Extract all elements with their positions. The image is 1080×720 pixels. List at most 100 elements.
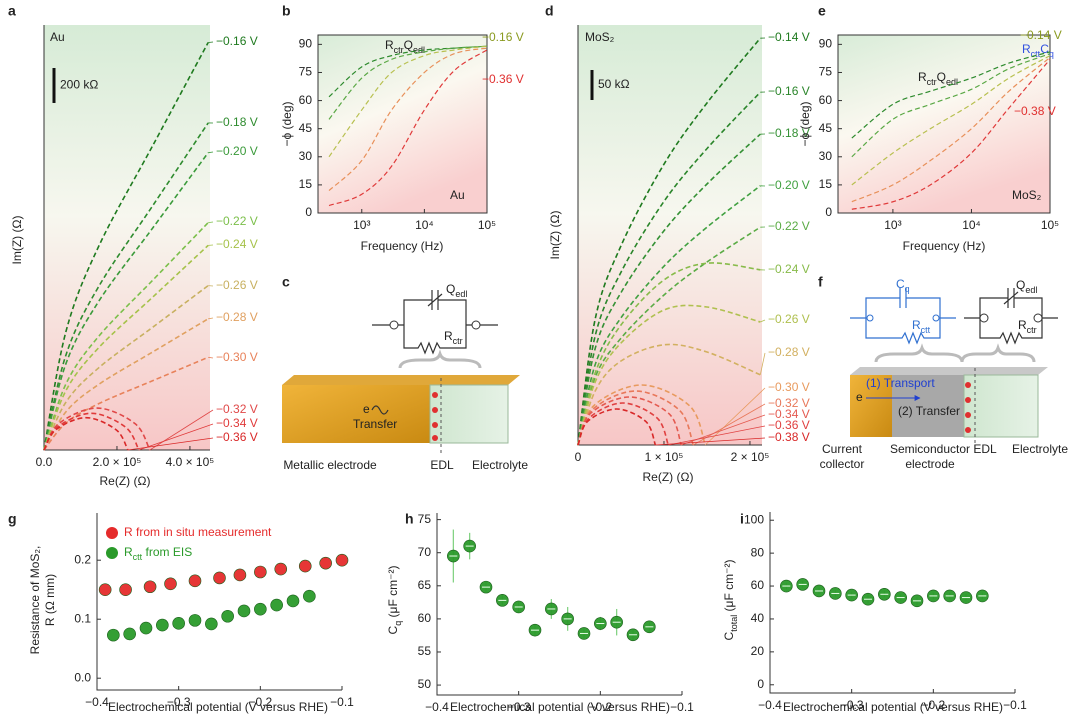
region-label: Current — [822, 442, 863, 456]
series-label: −0.18 V — [216, 115, 258, 129]
series-label: −0.38 V — [768, 430, 810, 444]
x-axis-label: Frequency (Hz) — [361, 239, 444, 253]
point — [98, 583, 112, 597]
fit-curve — [328, 45, 488, 120]
series-label: −0.30 V — [768, 380, 810, 394]
capacitor-label: Qedl — [1016, 278, 1037, 295]
x-tick-label: 2 × 10⁵ — [731, 450, 770, 464]
y-tick-label: 80 — [751, 545, 765, 559]
region-label: electrode — [905, 457, 955, 471]
fit-curve — [851, 58, 1051, 210]
y-tick-label: 60 — [418, 611, 432, 625]
y-tick-label: 75 — [299, 65, 313, 79]
series-label: −0.34 V — [216, 416, 258, 430]
y-tick-label: 75 — [418, 512, 432, 526]
series-label: −0.30 V — [216, 350, 258, 364]
series-label: −0.26 V — [768, 312, 810, 326]
point — [156, 618, 169, 632]
y-tick-label: 60 — [751, 578, 765, 592]
point — [303, 589, 316, 603]
text-part: Q — [446, 282, 455, 296]
semiconductor — [892, 375, 964, 437]
x-tick-label: 2.0 × 10⁵ — [93, 455, 142, 469]
x-tick-label: 10⁵ — [1041, 218, 1059, 232]
text-part: ctt — [1031, 49, 1041, 59]
y-tick-label: 70 — [418, 545, 432, 559]
fit-curve — [328, 45, 488, 98]
text-part: R — [912, 318, 921, 332]
electron-label: e — [363, 402, 370, 416]
region-label: Electrolyte — [472, 458, 528, 472]
terminal — [932, 314, 940, 322]
point — [123, 627, 136, 641]
y-tick-label: 45 — [819, 121, 833, 135]
y-axis-label: Im(Z) (Ω) — [10, 216, 24, 265]
y-tick-label: 15 — [819, 177, 833, 191]
x-axis-label: Re(Z) (Ω) — [643, 470, 694, 484]
fit-curve — [577, 396, 682, 446]
panel-label: f — [818, 274, 823, 290]
x-axis-label: Frequency (Hz) — [903, 239, 986, 253]
point — [213, 571, 226, 585]
leader-line — [208, 221, 214, 224]
point — [233, 568, 247, 582]
x-tick-label: 10⁵ — [478, 218, 496, 232]
fit-curve — [577, 133, 761, 446]
x-tick-label: −0.3 — [840, 698, 864, 712]
x-tick-label: 10⁴ — [962, 218, 981, 232]
leader-line — [208, 151, 214, 154]
plot-frame — [317, 34, 488, 214]
y-tick-label: 50 — [418, 677, 432, 691]
legend-marker — [106, 527, 118, 539]
y-tick-label: 45 — [299, 121, 313, 135]
capacitor — [899, 288, 907, 308]
panel-label: h — [405, 511, 414, 527]
leader-line — [208, 356, 214, 359]
series-label: −0.28 V — [768, 345, 810, 359]
x-tick-label: −0.2 — [248, 695, 272, 709]
charges — [965, 382, 971, 433]
x-tick-label: 4.0 × 10⁵ — [166, 455, 215, 469]
text-part: R — [1018, 318, 1027, 332]
text-part: edl — [455, 289, 467, 299]
point — [274, 562, 288, 576]
process-label: Transfer — [353, 417, 397, 431]
panel-label: a — [8, 3, 16, 19]
fit-curve — [43, 222, 209, 451]
text-part: Q — [937, 70, 946, 84]
y-tick-label: 75 — [819, 65, 833, 79]
annotation: −0.16 V — [482, 30, 524, 44]
region-label: EDL — [430, 458, 454, 472]
leader-line — [693, 403, 766, 446]
annotation: MoS₂ — [585, 30, 615, 44]
text-part: Q — [404, 38, 413, 52]
text-part: q — [1049, 49, 1054, 59]
panel-label: c — [282, 274, 290, 290]
text-part: ctt — [133, 552, 143, 562]
x-tick-label: −0.4 — [425, 700, 449, 714]
metal-electrode — [282, 385, 430, 443]
x-tick-label: −0.2 — [588, 700, 612, 714]
series-label: −0.16 V — [216, 34, 258, 48]
electron-label: e — [856, 390, 863, 404]
capacitor-label: Qedl — [446, 282, 467, 299]
process-label: (1) Transport — [866, 376, 935, 390]
axes — [436, 513, 682, 696]
x-tick-label: −0.4 — [85, 695, 109, 709]
y-tick-label: 100 — [744, 512, 764, 526]
y-tick-label: 60 — [819, 93, 833, 107]
plot-background — [318, 35, 487, 213]
diagram-f: f Cq Rctt Qedl Rctr (1) Transport e (2) … — [818, 274, 1068, 471]
text-part: q — [905, 284, 910, 294]
axes — [96, 513, 342, 691]
leader-line — [760, 319, 766, 323]
y-tick-label: 0.2 — [74, 552, 91, 566]
text-part: Q — [1016, 278, 1025, 292]
point — [270, 598, 283, 612]
point — [319, 556, 332, 570]
x-tick-label: 1 × 10⁵ — [645, 450, 684, 464]
fit-curve — [577, 304, 761, 446]
series-label: −0.18 V — [768, 126, 810, 140]
text-part: ctr — [927, 77, 937, 87]
annotation: −0.38 V — [1014, 104, 1056, 118]
